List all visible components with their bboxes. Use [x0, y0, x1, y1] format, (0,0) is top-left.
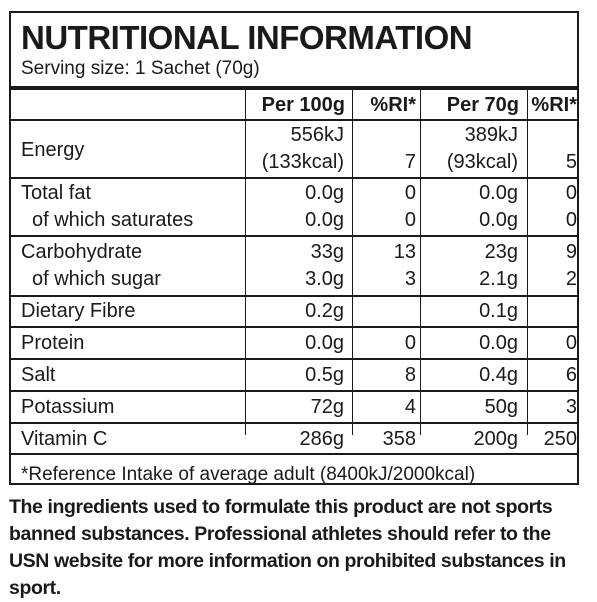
divider: [11, 453, 577, 455]
row-label-salt: Salt: [21, 364, 56, 386]
sugar-per70: 2.1g: [479, 268, 518, 290]
protein-ri100: 0: [404, 332, 416, 354]
serving-size: Serving size: 1 Sachet (70g): [21, 58, 260, 79]
divider: [11, 422, 577, 424]
row-label-vitamin-c: Vitamin C: [21, 428, 108, 450]
energy-per100-kj: 556kJ: [290, 124, 344, 146]
header-ri-70g: %RI*: [531, 94, 577, 116]
protein-per100: 0.0g: [305, 332, 344, 354]
row-label-dietary-fibre: Dietary Fibre: [21, 300, 136, 322]
energy-per70-kcal: (93kcal): [446, 151, 518, 173]
potassium-per100: 72g: [310, 396, 344, 418]
header-per-70g: Per 70g: [446, 94, 519, 116]
carb-ri100: 13: [393, 241, 416, 263]
saturates-ri70: 0: [565, 209, 577, 231]
divider: [11, 390, 577, 392]
energy-ri100: 7: [404, 151, 416, 173]
panel-title: NUTRITIONAL INFORMATION: [21, 19, 473, 56]
salt-per70: 0.4g: [479, 364, 518, 386]
potassium-ri100: 4: [404, 396, 416, 418]
column-divider: [245, 90, 246, 435]
vitaminc-ri100: 358: [382, 428, 416, 450]
disclaimer-text: The ingredients used to formulate this p…: [9, 496, 566, 599]
potassium-per70: 50g: [484, 396, 518, 418]
divider-thick-top: [11, 86, 577, 90]
column-divider: [352, 90, 353, 435]
fat-per100: 0.0g: [305, 182, 344, 204]
row-label-protein: Protein: [21, 332, 85, 354]
carb-ri70: 9: [565, 241, 577, 263]
salt-ri70: 6: [565, 364, 577, 386]
energy-per100-kcal: (133kcal): [261, 151, 344, 173]
potassium-ri70: 3: [565, 396, 577, 418]
salt-per100: 0.5g: [305, 364, 344, 386]
header-ri-100g: %RI*: [370, 94, 416, 116]
carb-per100: 33g: [310, 241, 344, 263]
fibre-per70: 0.1g: [479, 300, 518, 322]
row-label-sugar: of which sugar: [32, 268, 161, 290]
header-per-100g: Per 100g: [261, 94, 345, 116]
sugar-ri70: 2: [565, 268, 577, 290]
row-label-potassium: Potassium: [21, 396, 115, 418]
vitaminc-ri70: 250: [543, 428, 577, 450]
fat-per70: 0.0g: [479, 182, 518, 204]
divider: [11, 235, 577, 237]
fat-ri100: 0: [404, 182, 416, 204]
saturates-per100: 0.0g: [305, 209, 344, 231]
row-label-total-fat: Total fat: [21, 182, 92, 204]
saturates-ri100: 0: [404, 209, 416, 231]
vitaminc-per100: 286g: [299, 428, 345, 450]
row-label-carbohydrate: Carbohydrate: [21, 241, 143, 263]
row-label-saturates: of which saturates: [32, 209, 194, 231]
row-label-energy: Energy: [21, 139, 85, 161]
divider: [11, 177, 577, 179]
reference-intake-footnote: *Reference Intake of average adult (8400…: [21, 464, 476, 485]
column-divider: [420, 90, 421, 435]
divider: [11, 295, 577, 297]
nutrition-panel: NUTRITIONAL INFORMATION Serving size: 1 …: [9, 11, 579, 485]
energy-ri70: 5: [565, 151, 577, 173]
vitaminc-per70: 200g: [473, 428, 519, 450]
divider: [11, 119, 577, 121]
divider: [11, 358, 577, 360]
protein-ri70: 0: [565, 332, 577, 354]
salt-ri100: 8: [404, 364, 416, 386]
divider: [11, 326, 577, 328]
sugar-ri100: 3: [404, 268, 416, 290]
energy-per70-kj: 389kJ: [464, 124, 518, 146]
fibre-per100: 0.2g: [305, 300, 344, 322]
protein-per70: 0.0g: [479, 332, 518, 354]
column-divider: [527, 90, 528, 435]
fat-ri70: 0: [565, 182, 577, 204]
saturates-per70: 0.0g: [479, 209, 518, 231]
sugar-per100: 3.0g: [305, 268, 344, 290]
carb-per70: 23g: [484, 241, 518, 263]
